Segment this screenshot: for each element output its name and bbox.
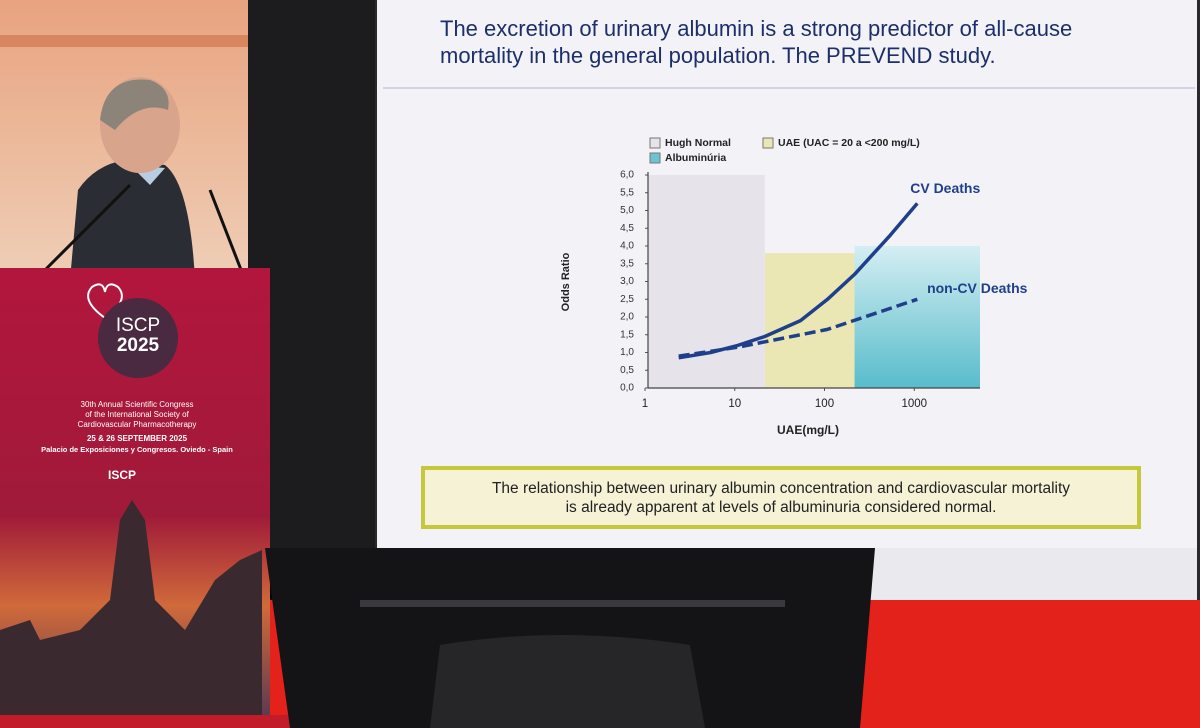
microphone bbox=[208, 189, 247, 281]
podium-date: 25 & 26 SEPTEMBER 2025 bbox=[87, 434, 188, 443]
y-tick-label: 3,5 bbox=[620, 258, 634, 269]
y-tick-label: 1,5 bbox=[620, 329, 634, 340]
x-axis-label: UAE(mg/L) bbox=[777, 423, 839, 437]
legend-swatch bbox=[649, 137, 661, 149]
logo-disc bbox=[98, 298, 178, 378]
slide-title: mortality in the general population. The… bbox=[440, 43, 996, 68]
y-tick-label: 2,0 bbox=[620, 312, 634, 323]
y-tick-label: 0,5 bbox=[620, 365, 634, 376]
presenter-hair bbox=[100, 79, 169, 130]
x-tick-label: 1 bbox=[642, 398, 648, 410]
note-text: The relationship between urinary albumin… bbox=[492, 480, 1070, 497]
logo-text: 2025 bbox=[117, 335, 160, 356]
monitor-vent bbox=[360, 600, 785, 607]
region bbox=[648, 175, 765, 388]
y-tick-label: 5,5 bbox=[620, 187, 634, 198]
y-tick-label: 6,0 bbox=[620, 170, 634, 181]
legend-label: Hugh Normal bbox=[665, 137, 731, 149]
slide-title: The excretion of urinary albumin is a st… bbox=[440, 16, 1072, 41]
y-axis-label: Odds Ratio bbox=[560, 252, 572, 311]
region bbox=[854, 246, 980, 388]
legend-label: UAE (UAC = 20 a <200 mg/L) bbox=[778, 137, 920, 149]
x-tick-label: 10 bbox=[728, 398, 741, 410]
podium-text: Cardiovascular Pharmacotherapy bbox=[78, 420, 197, 429]
floor-edge bbox=[0, 715, 300, 728]
y-tick-label: 0,0 bbox=[620, 383, 634, 394]
y-tick-label: 3,0 bbox=[620, 276, 634, 287]
podium-text: 30th Annual Scientific Congress bbox=[81, 400, 194, 409]
microphone bbox=[43, 183, 132, 272]
series-line bbox=[678, 297, 918, 358]
series-label: non-CV Deaths bbox=[927, 280, 1028, 296]
podium-text: of the International Society of bbox=[85, 410, 189, 419]
presenter-suit bbox=[70, 160, 195, 280]
wall-trim bbox=[0, 35, 250, 47]
x-tick-label: 1000 bbox=[901, 398, 927, 410]
legend-label: Albuminúria bbox=[665, 152, 726, 164]
podium-footer-logo: ISCP bbox=[108, 468, 136, 482]
podium-venue: Palacio de Exposiciones y Congresos. Ovi… bbox=[41, 445, 233, 454]
legend-swatch bbox=[649, 152, 661, 164]
legend-swatch bbox=[762, 137, 774, 149]
series-label: CV Deaths bbox=[910, 180, 980, 196]
region bbox=[764, 253, 855, 388]
chart: Hugh Normal UAE (UAC = 20 a <200 mg/L) Alb… bbox=[560, 137, 1028, 437]
cityscape bbox=[0, 500, 262, 715]
heart-logo bbox=[87, 283, 123, 320]
y-tick-label: 4,5 bbox=[620, 223, 634, 234]
y-tick-label: 1,0 bbox=[620, 347, 634, 358]
note-box bbox=[421, 466, 1141, 529]
y-tick-label: 4,0 bbox=[620, 241, 634, 252]
logo-text: ISCP bbox=[116, 315, 160, 336]
monitor-stand bbox=[430, 635, 705, 728]
note-text: is already apparent at levels of albumin… bbox=[566, 499, 997, 516]
y-tick-label: 5,0 bbox=[620, 205, 634, 216]
y-tick-label: 2,5 bbox=[620, 294, 634, 305]
x-tick-label: 100 bbox=[815, 398, 834, 410]
